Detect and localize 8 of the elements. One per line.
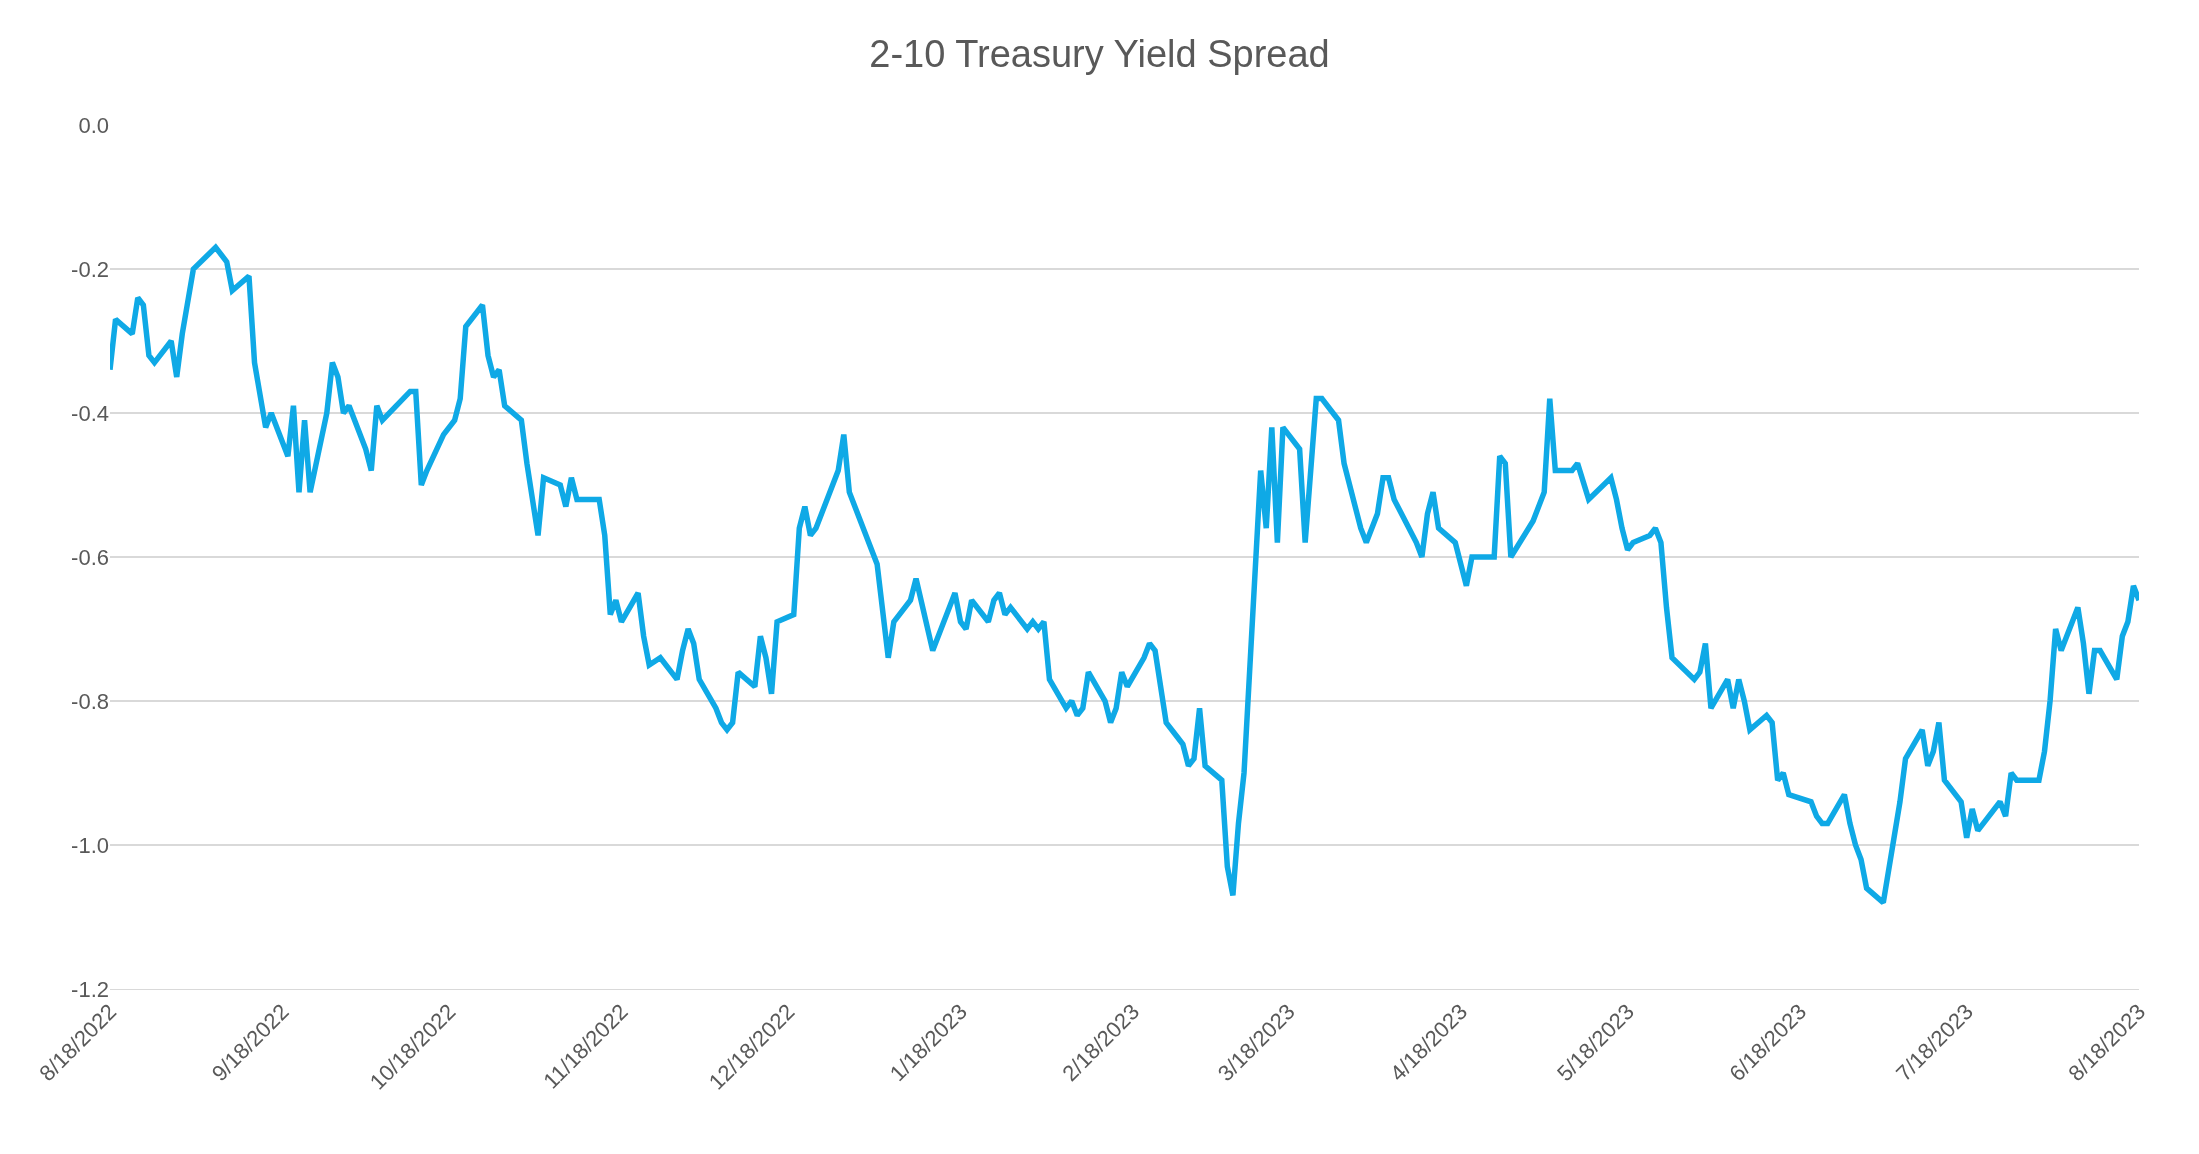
y-tick-label: -0.4 [71, 400, 109, 426]
y-tick-label: -1.0 [71, 832, 109, 858]
y-tick-label: -1.2 [71, 976, 109, 1002]
y-tick-label: -0.8 [71, 688, 109, 714]
y-tick-label: -0.6 [71, 544, 109, 570]
y-tick-label: -0.2 [71, 256, 109, 282]
chart-title: 2-10 Treasury Yield Spread [869, 32, 1330, 75]
y-tick-label: 0.0 [78, 112, 109, 138]
